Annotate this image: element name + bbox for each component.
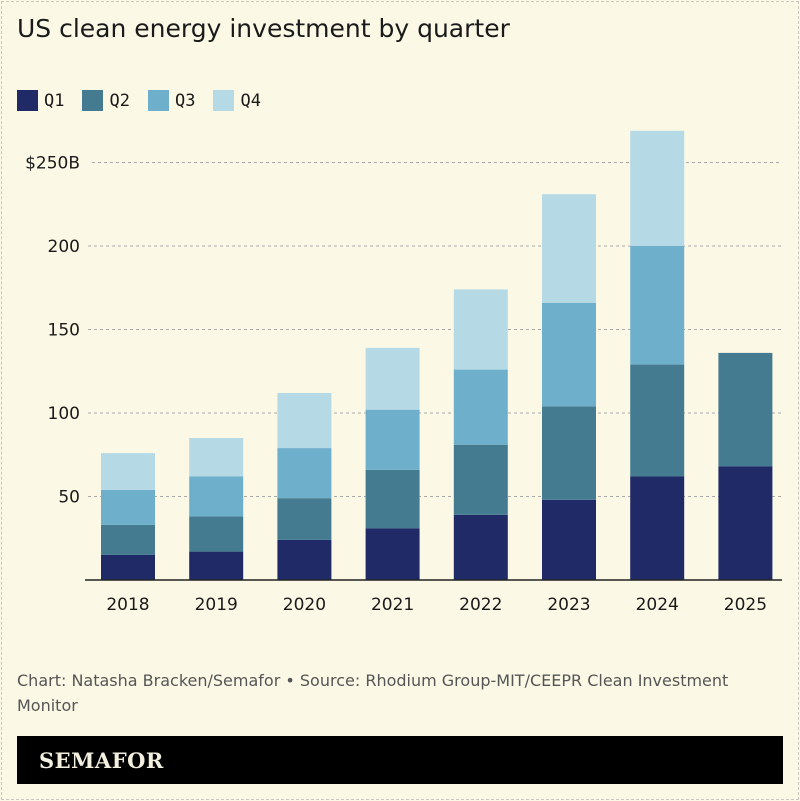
y-tick-label: 200 xyxy=(48,237,80,257)
bar-2019-q3 xyxy=(189,476,244,517)
bar-2018-q1 xyxy=(101,554,155,580)
y-tick-label: 100 xyxy=(48,404,80,424)
bar-2025-q2 xyxy=(718,352,773,467)
legend-label: Q2 xyxy=(109,90,130,111)
legend-swatch xyxy=(82,90,104,111)
bar-2019-q4 xyxy=(189,438,244,477)
x-tick-label: 2020 xyxy=(283,595,326,615)
bar-2025-q1 xyxy=(718,466,773,580)
legend-label: Q3 xyxy=(174,90,196,111)
x-tick-label: 2021 xyxy=(371,595,414,615)
x-tick-label: 2023 xyxy=(547,595,590,615)
bar-2020-q2 xyxy=(277,498,332,540)
legend-swatch xyxy=(147,90,169,111)
x-tick-label: 2019 xyxy=(195,595,238,615)
x-tick-label: 2024 xyxy=(636,595,679,615)
bar-2021-q2 xyxy=(365,469,420,529)
bar-2023-q1 xyxy=(542,499,596,580)
bar-2024-q3 xyxy=(630,246,685,365)
bar-2024-q4 xyxy=(630,130,685,246)
y-tick-label: 150 xyxy=(48,321,80,341)
y-tick-label: $250B xyxy=(25,154,80,174)
bar-2020-q3 xyxy=(277,448,332,499)
bar-2019-q2 xyxy=(189,516,244,552)
x-tick-label: 2025 xyxy=(724,595,767,615)
x-tick-label: 2018 xyxy=(106,595,149,615)
legend-item-q2: Q2 xyxy=(82,90,130,111)
bar-2023-q4 xyxy=(542,194,596,303)
y-tick-label: 50 xyxy=(58,488,80,508)
bar-2023-q3 xyxy=(542,302,596,407)
legend-item-q3: Q3 xyxy=(147,90,196,111)
legend-swatch xyxy=(17,90,38,111)
bar-2022-q1 xyxy=(453,514,508,580)
legend-swatch xyxy=(213,90,235,111)
bar-2020-q4 xyxy=(277,392,332,449)
x-tick-label: 2022 xyxy=(459,595,502,615)
semafor-logo: SEMAFOR xyxy=(39,748,164,773)
legend-item-q4: Q4 xyxy=(213,90,261,111)
bar-2021-q3 xyxy=(365,409,420,470)
source-credit: Chart: Natasha Bracken/Semafor • Source:… xyxy=(17,671,729,715)
bar-2022-q2 xyxy=(453,444,508,515)
bar-2019-q1 xyxy=(189,551,244,580)
bar-2022-q3 xyxy=(453,369,508,445)
bar-2018-q2 xyxy=(101,524,155,555)
brand-bar: SEMAFOR xyxy=(17,736,783,784)
bar-2021-q4 xyxy=(365,347,420,410)
bar-2018-q4 xyxy=(101,453,155,490)
bar-2023-q2 xyxy=(542,406,596,500)
legend-label: Q1 xyxy=(44,90,65,111)
bar-2021-q1 xyxy=(365,528,420,580)
legend: Q1 Q2 Q3 Q4 xyxy=(17,90,261,111)
chart-plot: 50 100 150 200 $250B 2018 2019 2020 2021 2022 2023… xyxy=(25,130,782,615)
bar-2022-q4 xyxy=(453,289,508,370)
legend-item-q1: Q1 xyxy=(17,90,64,111)
legend-label: Q4 xyxy=(240,90,261,111)
chart-title: US clean energy investment by quarter xyxy=(17,14,510,43)
bar-2024-q1 xyxy=(630,476,685,580)
bar-2024-q2 xyxy=(630,364,685,477)
bar-2018-q3 xyxy=(101,489,155,525)
bar-2020-q1 xyxy=(277,539,332,580)
